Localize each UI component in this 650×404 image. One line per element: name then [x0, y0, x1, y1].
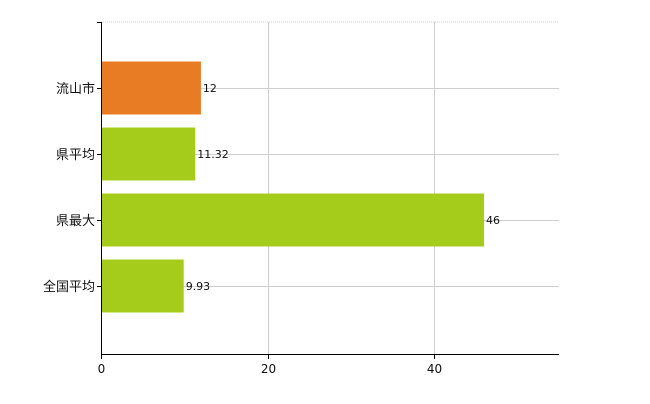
x-tick-label-0: 0: [98, 362, 106, 376]
bar-2: [102, 193, 485, 247]
data-label-0: 12: [203, 82, 217, 95]
category-label-3: 全国平均: [43, 279, 95, 295]
category-label-2: 県最大: [56, 214, 95, 229]
bar-0: [102, 61, 201, 115]
category-label-0: 流山市: [56, 81, 95, 97]
bar-1: [102, 127, 196, 181]
axis-layer: [97, 22, 559, 359]
bar-3: [102, 259, 184, 313]
x-tick-label-1: 20: [261, 362, 276, 376]
data-label-3: 9.93: [186, 280, 211, 293]
data-label-2: 46: [486, 214, 500, 227]
x-tick-label-2: 40: [427, 362, 442, 376]
category-label-1: 県平均: [56, 148, 95, 163]
bar-layer: [102, 61, 485, 313]
data-label-1: 11.32: [197, 148, 229, 161]
